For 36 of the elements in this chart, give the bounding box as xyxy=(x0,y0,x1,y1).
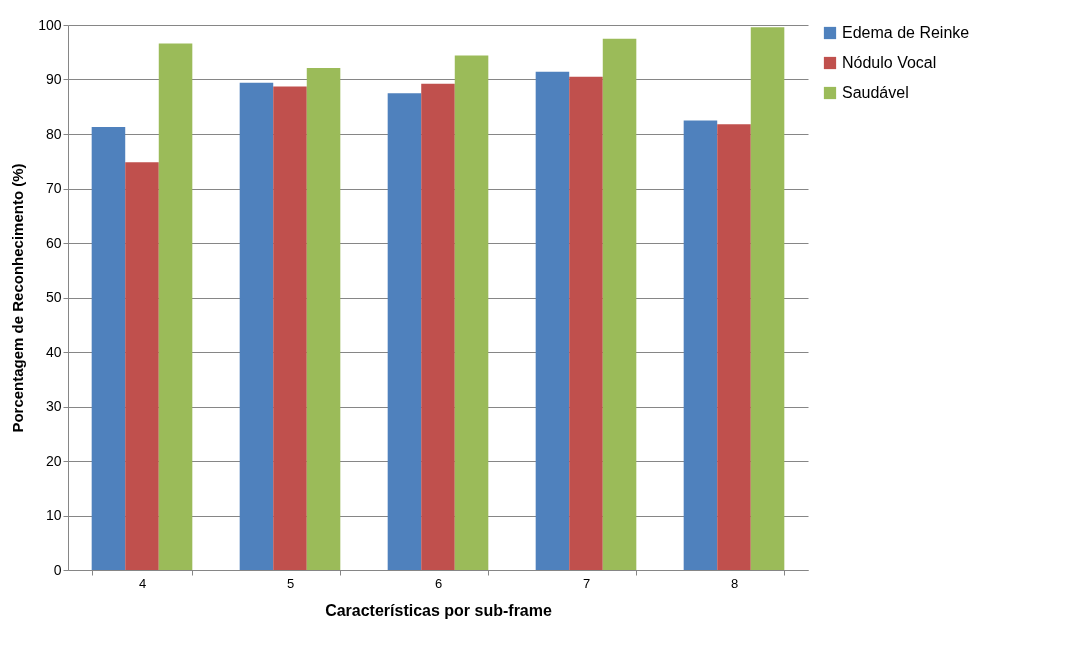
bar xyxy=(387,93,422,570)
y-tick-label: 60 xyxy=(45,234,62,251)
y-tick-label: 10 xyxy=(45,507,62,523)
bar xyxy=(717,124,751,570)
x-tick-label: 4 xyxy=(138,575,147,591)
legend-label: Nódulo Vocal xyxy=(842,54,937,71)
bar xyxy=(306,68,341,570)
bar xyxy=(421,83,455,570)
bar xyxy=(569,76,603,570)
x-axis-title: Características por sub-frame xyxy=(325,601,552,619)
y-tick-label: 90 xyxy=(45,71,62,87)
bar xyxy=(91,126,126,570)
y-tick-label: 0 xyxy=(53,561,62,578)
x-tick-label: 6 xyxy=(434,575,443,591)
bar xyxy=(683,120,718,570)
legend-label: Edema de Reinke xyxy=(842,24,970,41)
y-axis-title: Porcentagem de Reconhecimento (%) xyxy=(9,163,27,433)
y-tick-label: 100 xyxy=(38,16,62,33)
y-tick-label: 80 xyxy=(45,125,62,142)
y-tick-label: 50 xyxy=(45,289,62,305)
bar xyxy=(239,82,274,570)
bar xyxy=(125,162,159,570)
x-tick-label: 5 xyxy=(286,575,295,591)
bar xyxy=(273,86,307,570)
bar xyxy=(158,43,193,570)
bar xyxy=(750,27,785,570)
y-tick-label: 20 xyxy=(45,452,62,469)
y-tick-label: 30 xyxy=(45,398,62,414)
bar xyxy=(454,55,489,570)
x-tick-label: 7 xyxy=(582,575,591,591)
y-tick-label: 40 xyxy=(45,343,62,360)
bar xyxy=(602,38,637,570)
bar xyxy=(535,71,570,570)
legend-label: Saudável xyxy=(842,84,909,101)
y-tick-label: 70 xyxy=(45,180,62,196)
x-tick-label: 8 xyxy=(730,575,739,591)
